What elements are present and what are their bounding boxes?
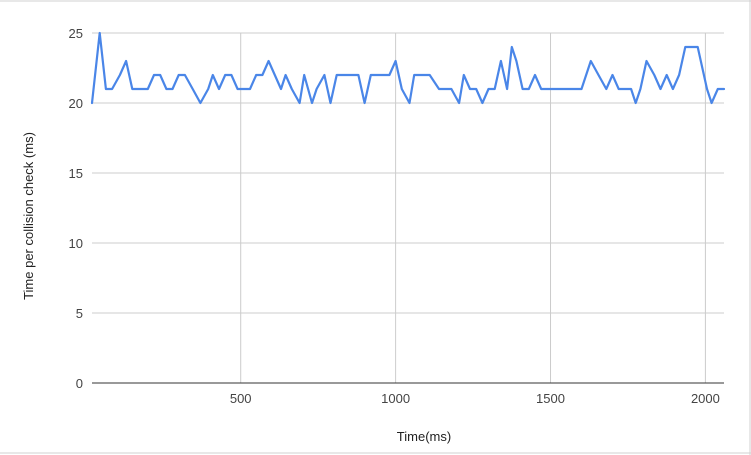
y-tick-label: 25 [69, 26, 83, 41]
y-tick-label: 5 [76, 306, 83, 321]
tick-labels: 0 5 10 15 20 25 500 1000 1500 2000 [69, 26, 720, 406]
x-tick-label: 1000 [381, 391, 410, 406]
series-line [90, 31, 726, 105]
y-tick-label: 15 [69, 166, 83, 181]
y-tick-label: 0 [76, 376, 83, 391]
gridlines [92, 32, 724, 383]
x-tick-label: 500 [230, 391, 252, 406]
series-layer [90, 31, 726, 105]
x-axis-title: Time(ms) [397, 429, 451, 444]
x-tick-label: 1500 [536, 391, 565, 406]
y-axis-title: Time per collision check (ms) [21, 132, 36, 300]
y-tick-label: 10 [69, 236, 83, 251]
y-tick-label: 20 [69, 96, 83, 111]
x-tick-label: 2000 [691, 391, 720, 406]
